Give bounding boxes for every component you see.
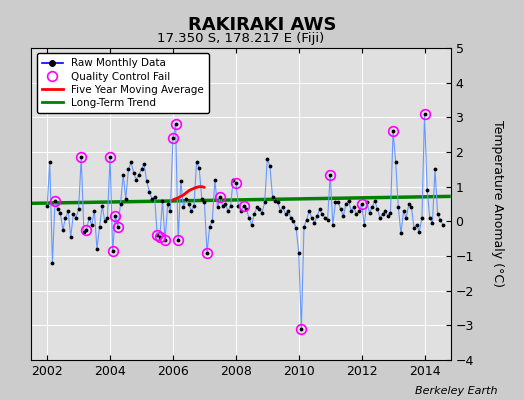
Legend: Raw Monthly Data, Quality Control Fail, Five Year Moving Average, Long-Term Tren: Raw Monthly Data, Quality Control Fail, … <box>37 53 209 113</box>
Title: 17.350 S, 178.217 E (Fiji): 17.350 S, 178.217 E (Fiji) <box>157 32 325 46</box>
Text: Berkeley Earth: Berkeley Earth <box>416 386 498 396</box>
Text: RAKIRAKI AWS: RAKIRAKI AWS <box>188 16 336 34</box>
Y-axis label: Temperature Anomaly (°C): Temperature Anomaly (°C) <box>490 120 504 288</box>
